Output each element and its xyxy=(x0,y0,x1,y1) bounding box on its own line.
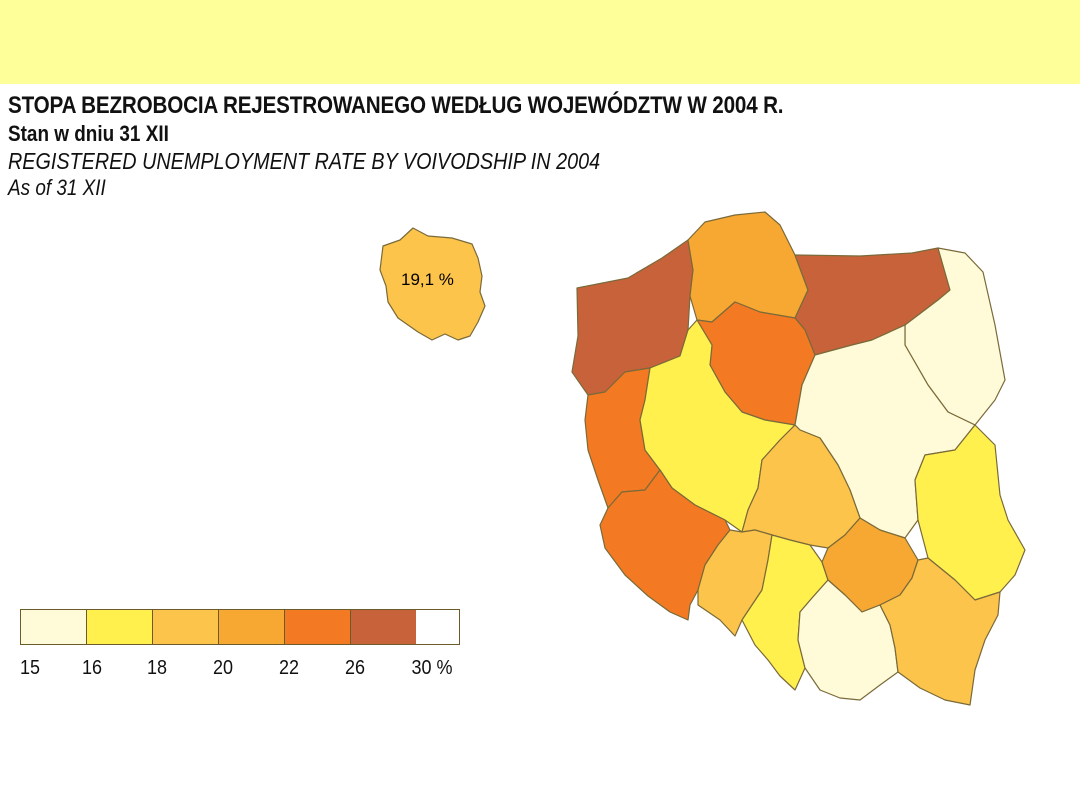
inset-poland-shape xyxy=(379,227,486,341)
inset-map: 19,1 % xyxy=(379,227,486,341)
voivodeships xyxy=(571,211,1026,706)
legend-tick: 15 xyxy=(19,657,41,679)
region-podkarpackie xyxy=(879,557,1001,706)
legend-tick: 20 xyxy=(212,657,234,679)
title-polish: STOPA BEZROBOCIA REJESTROWANEGO WEDŁUG W… xyxy=(8,92,784,119)
title-block: STOPA BEZROBOCIA REJESTROWANEGO WEDŁUG W… xyxy=(8,91,1068,201)
legend-swatch xyxy=(153,610,219,644)
legend-tick: 22 xyxy=(278,657,300,679)
legend-tick: 26 xyxy=(344,657,366,679)
subtitle-english: As of 31 XII xyxy=(8,175,106,200)
subtitle-polish: Stan w dniu 31 XII xyxy=(8,121,169,146)
legend-tick: 16 xyxy=(81,657,103,679)
legend: 15 16 18 20 22 26 30 % xyxy=(20,609,460,683)
inset-rate-label: 19,1 % xyxy=(401,270,454,289)
legend-tick-labels: 15 16 18 20 22 26 30 % xyxy=(20,657,460,683)
legend-swatch xyxy=(21,610,87,644)
title-english: REGISTERED UNEMPLOYMENT RATE BY VOIVODSH… xyxy=(8,148,601,174)
legend-color-scale xyxy=(20,609,460,645)
region-slaskie xyxy=(741,534,829,691)
header-band xyxy=(0,0,1080,84)
legend-tick: 30 % xyxy=(411,657,453,679)
legend-swatch xyxy=(351,610,416,644)
legend-swatch xyxy=(219,610,285,644)
legend-swatch xyxy=(285,610,351,644)
region-pomorskie xyxy=(687,211,809,323)
legend-tick: 18 xyxy=(146,657,168,679)
legend-swatch xyxy=(87,610,153,644)
region-malopolskie xyxy=(797,579,899,701)
